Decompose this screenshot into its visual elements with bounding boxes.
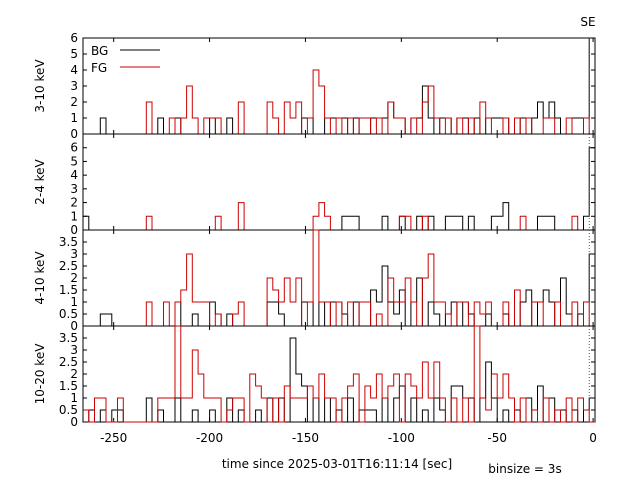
panel-3: 00.511.522.533.5 4-10 keV bbox=[33, 229, 596, 333]
y-tick-label: 3 bbox=[70, 247, 78, 261]
y-tick-label: 2 bbox=[70, 367, 78, 381]
x-tick-labels: -250 -200 -150 -100 -50 0 bbox=[100, 431, 597, 445]
series-fg-line bbox=[83, 229, 595, 327]
y-tick-label: 4 bbox=[70, 63, 78, 77]
series-fg-line bbox=[83, 69, 595, 135]
x-axis-label: time since 2025-03-01T16:11:14 [sec] bbox=[222, 457, 452, 471]
y-tick-label: 1.5 bbox=[59, 283, 78, 297]
panel-1: 0 1 2 3 4 5 6 3-10 keV BG FG bbox=[33, 31, 596, 141]
y-tick-label: 2.5 bbox=[59, 259, 78, 273]
panel-frame bbox=[82, 133, 596, 231]
panel-frame bbox=[82, 325, 596, 423]
y-tick-label: 3 bbox=[70, 343, 78, 357]
y-tick-label: 0 bbox=[70, 319, 78, 333]
y-tick-label: 0 bbox=[70, 127, 78, 141]
y-tick-label: 5 bbox=[70, 47, 78, 61]
y-tick-label: 2 bbox=[70, 196, 78, 210]
y-tick-label: 0 bbox=[70, 223, 78, 237]
legend: BG FG bbox=[91, 44, 160, 75]
panel-frame bbox=[82, 229, 596, 327]
legend-label-fg: FG bbox=[91, 61, 107, 75]
x-tick-label: -150 bbox=[292, 431, 319, 445]
binsize-label: binsize = 3s bbox=[488, 462, 561, 476]
y-tick-label: 0.5 bbox=[59, 307, 78, 321]
y-tick-label: 2 bbox=[70, 95, 78, 109]
y-tick-label: 1.5 bbox=[59, 379, 78, 393]
y-tick-label: 0 bbox=[70, 415, 78, 429]
series-bg-line bbox=[83, 37, 595, 135]
x-tick-label: -200 bbox=[196, 431, 223, 445]
y-axis-label: 3-10 keV bbox=[33, 59, 47, 113]
y-axis-label: 4-10 keV bbox=[33, 251, 47, 305]
y-tick-label: 5 bbox=[70, 154, 78, 168]
y-tick-label: 3.5 bbox=[59, 235, 78, 249]
y-axis-label: 10-20 keV bbox=[33, 343, 47, 405]
series-bg-line bbox=[83, 147, 595, 231]
series-fg-line bbox=[83, 325, 595, 423]
x-tick-label: -250 bbox=[100, 431, 127, 445]
series-bg-line bbox=[83, 337, 595, 423]
x-tick-label: 0 bbox=[589, 431, 597, 445]
panel-4: 00.511.522.533.5 10-20 keV bbox=[33, 325, 596, 429]
y-tick-label: 1 bbox=[70, 391, 78, 405]
y-tick-label: 0.5 bbox=[59, 403, 78, 417]
series-fg-line bbox=[83, 202, 595, 231]
y-tick-label: 3 bbox=[70, 79, 78, 93]
y-tick-label: 6 bbox=[70, 31, 78, 45]
y-tick-label: 1 bbox=[70, 209, 78, 223]
series-bg-line bbox=[83, 253, 595, 327]
panel-frame bbox=[82, 37, 596, 135]
x-tick-label: -100 bbox=[388, 431, 415, 445]
y-tick-label: 2.5 bbox=[59, 355, 78, 369]
x-tick-label: -50 bbox=[487, 431, 507, 445]
y-axis-label: 2-4 keV bbox=[33, 158, 47, 204]
y-tick-label: 6 bbox=[70, 141, 78, 155]
y-tick-label: 2 bbox=[70, 271, 78, 285]
y-tick-label: 3.5 bbox=[59, 331, 78, 345]
marker-label: SE bbox=[580, 15, 595, 29]
y-tick-label: 4 bbox=[70, 168, 78, 182]
legend-label-bg: BG bbox=[91, 44, 108, 58]
y-tick-label: 3 bbox=[70, 182, 78, 196]
y-tick-label: 1 bbox=[70, 111, 78, 125]
y-tick-label: 1 bbox=[70, 295, 78, 309]
